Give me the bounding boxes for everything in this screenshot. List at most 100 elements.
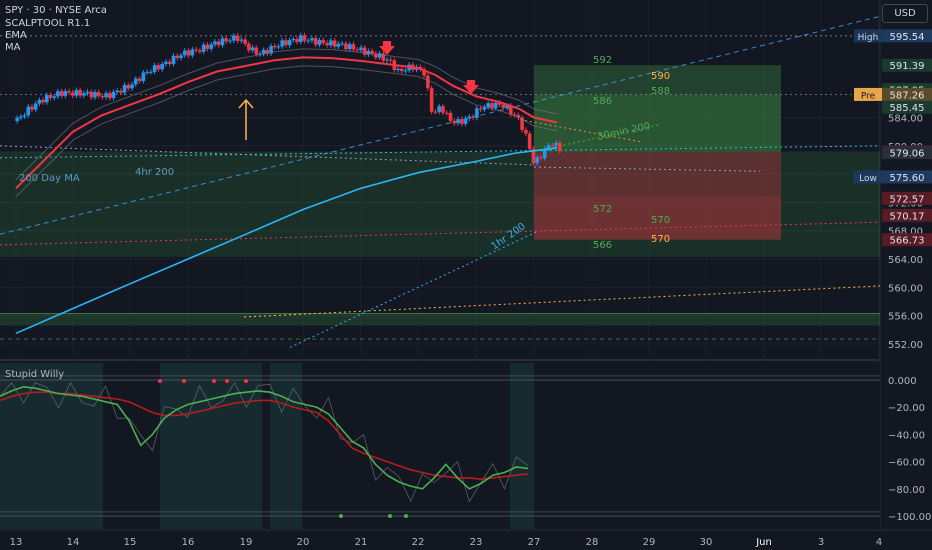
candle <box>542 148 547 159</box>
candle <box>546 145 551 149</box>
candle <box>115 90 119 93</box>
signal-dot <box>339 514 343 518</box>
candle <box>362 47 367 55</box>
candle <box>89 91 94 98</box>
time-tick-label: 3 <box>818 537 824 548</box>
candle <box>336 43 341 47</box>
line-200-day-ma <box>0 145 881 159</box>
candle <box>85 91 90 94</box>
price-tick-label: 552.00 <box>888 340 923 351</box>
candle <box>276 46 281 48</box>
candle <box>554 142 558 146</box>
annotation-label: 590 <box>651 71 670 82</box>
price-tag <box>882 233 932 247</box>
candle <box>261 49 266 54</box>
indicator-ema[interactable]: EMA <box>5 30 27 41</box>
time-tick-label: 20 <box>297 537 310 548</box>
time-tick-label: 28 <box>586 537 599 548</box>
candle <box>493 102 498 109</box>
candle <box>250 47 255 51</box>
oscillator-tick-label: −100.00 <box>888 512 931 523</box>
candle <box>41 99 45 103</box>
candle <box>111 92 116 99</box>
candle <box>141 72 146 82</box>
annotation-label: 570 <box>651 234 670 245</box>
candle <box>205 44 210 49</box>
price-tick-label: 584.00 <box>888 114 923 125</box>
oscillator-title[interactable]: Stupid Willy <box>5 369 65 380</box>
candle <box>183 50 187 56</box>
oscillator-tick-label: −40.00 <box>888 430 925 441</box>
candle <box>152 65 157 72</box>
candle <box>104 93 108 98</box>
indicator-scalptool[interactable]: SCALPTOOL R1.1 <box>5 18 91 29</box>
candle <box>388 59 393 61</box>
stop-zone <box>534 151 781 240</box>
price-tag-bg <box>882 100 932 114</box>
candle <box>145 72 149 74</box>
signal-dot <box>225 379 229 383</box>
candle <box>74 90 79 96</box>
line-red-dotted <box>0 221 881 246</box>
oscillator-highlight <box>270 363 302 529</box>
candle <box>531 148 536 164</box>
candle <box>96 92 101 96</box>
indicator-ma[interactable]: MA <box>5 42 21 53</box>
annotation-label: 592 <box>593 55 612 66</box>
candle <box>459 119 464 124</box>
candle <box>239 39 244 41</box>
price-tick-label: 568.00 <box>888 227 923 238</box>
price-tick-label: 556.00 <box>888 312 923 323</box>
candle <box>93 92 97 98</box>
oscillator-highlight <box>160 363 262 529</box>
time-tick-label: 21 <box>355 537 368 548</box>
candle <box>332 40 337 47</box>
stop-zone-inner <box>534 195 781 240</box>
line-30min-200 <box>533 124 661 152</box>
price-tick-label: 564.00 <box>888 255 923 266</box>
ema-band-upper <box>15 48 558 181</box>
currency-button[interactable]: USD <box>882 4 928 23</box>
annotation-label: 588 <box>651 86 670 97</box>
candle <box>344 43 348 50</box>
candle <box>539 157 543 159</box>
candle <box>516 115 521 118</box>
oscillator-tick-label: −60.00 <box>888 458 925 469</box>
candle <box>198 50 202 52</box>
candle <box>160 63 164 70</box>
target-zone <box>534 65 781 152</box>
candle <box>399 68 404 72</box>
price-tag-value: 570.17 <box>890 211 925 222</box>
candle <box>490 103 494 109</box>
time-tick-label: 15 <box>124 537 137 548</box>
candle <box>137 78 142 82</box>
candle <box>22 115 27 117</box>
candle <box>82 93 86 96</box>
candle <box>329 40 333 46</box>
candle <box>456 119 460 124</box>
candle <box>340 43 344 45</box>
time-axis-background <box>0 531 932 550</box>
price-tag-bg <box>882 145 932 159</box>
candle <box>220 38 225 46</box>
price-tag-bg <box>882 29 932 43</box>
line-4hr-200 <box>0 145 535 166</box>
symbol-title[interactable]: SPY · 30 · NYSE Arca <box>5 5 107 16</box>
price-tag-label-bg <box>854 87 882 101</box>
candle <box>126 85 131 89</box>
candle <box>377 53 382 58</box>
candle <box>48 95 53 98</box>
candle <box>59 91 64 96</box>
candle <box>524 129 528 134</box>
line-orange-short <box>519 119 641 143</box>
candle <box>302 35 307 41</box>
down-arrow-marker <box>379 41 395 55</box>
candle <box>179 55 183 59</box>
candle <box>37 99 42 104</box>
price-tag <box>854 29 932 43</box>
signal-dot <box>158 379 162 383</box>
candle <box>213 41 217 45</box>
price-tag-label: High <box>858 33 879 43</box>
candle <box>429 88 434 112</box>
